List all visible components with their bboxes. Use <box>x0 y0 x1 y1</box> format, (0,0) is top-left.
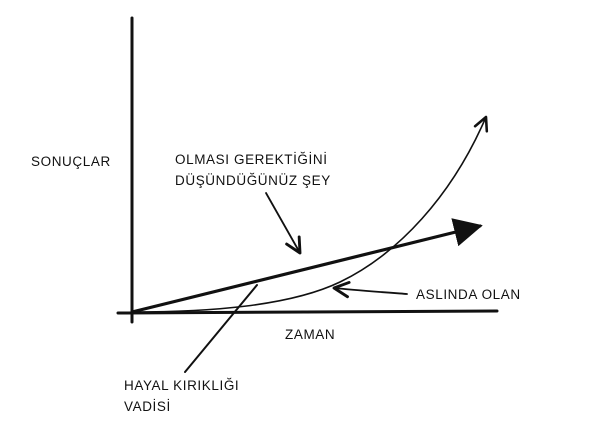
valley-label-line2: VADİSİ <box>124 399 171 414</box>
actual-label: ASLINDA OLAN <box>416 287 521 302</box>
expected-label-line1: OLMASI GEREKTİĞİNİ <box>175 152 328 167</box>
expected-pointer-arrow <box>265 192 302 255</box>
valley-label-line1: HAYAL KIRIKLIĞI <box>124 378 239 393</box>
actual-pointer-arrow <box>332 280 408 299</box>
expected-label-line2: DÜŞÜNDÜĞÜNÜZ ŞEY <box>175 173 331 188</box>
expected-linear-line <box>130 218 483 314</box>
x-axis-label: ZAMAN <box>285 327 335 342</box>
x-axis <box>116 309 499 315</box>
valley-pointer-line <box>184 284 258 373</box>
y-axis-label: SONUÇLAR <box>31 154 111 169</box>
actual-exponential-curve <box>131 115 489 313</box>
